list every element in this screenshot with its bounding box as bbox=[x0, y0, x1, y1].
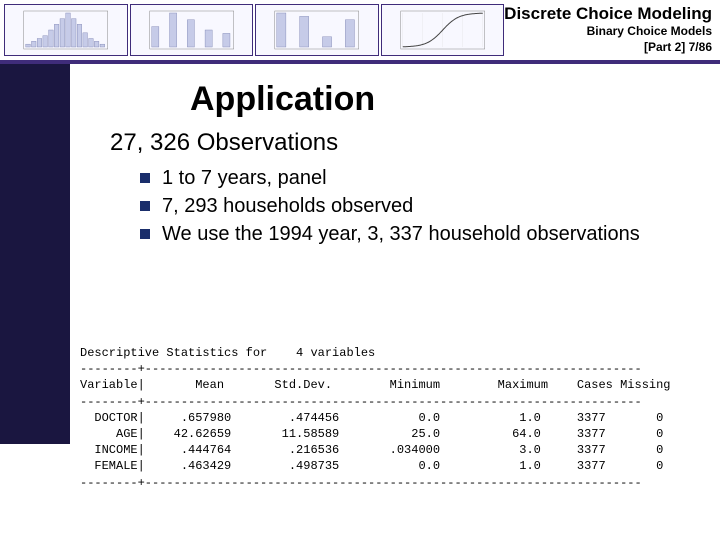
header-title: Discrete Choice Modeling bbox=[504, 4, 712, 24]
header: Discrete Choice Modeling Binary Choice M… bbox=[0, 0, 720, 64]
header-subtitle: Binary Choice Models bbox=[504, 24, 712, 38]
header-text: Discrete Choice Modeling Binary Choice M… bbox=[504, 4, 712, 54]
header-page: [Part 2] 7/86 bbox=[504, 40, 712, 54]
thumb-1 bbox=[4, 4, 128, 56]
left-strip bbox=[0, 64, 70, 444]
thumb-3 bbox=[255, 4, 379, 56]
observations-line: 27, 326 Observations bbox=[110, 129, 700, 157]
bullet-list: 1 to 7 years, panel 7, 293 households ob… bbox=[140, 165, 700, 247]
sigmoid-icon bbox=[382, 5, 504, 55]
thumb-4 bbox=[381, 4, 505, 56]
list-item: We use the 1994 year, 3, 337 household o… bbox=[140, 221, 700, 247]
list-item: 1 to 7 years, panel bbox=[140, 165, 700, 191]
slide: Discrete Choice Modeling Binary Choice M… bbox=[0, 0, 720, 540]
stats-table: Descriptive Statistics for 4 variables -… bbox=[80, 345, 710, 491]
thumb-2 bbox=[130, 4, 254, 56]
list-item: 7, 293 households observed bbox=[140, 193, 700, 219]
bar-chart-icon bbox=[131, 5, 253, 55]
content: Application 27, 326 Observations 1 to 7 … bbox=[80, 70, 700, 249]
page-title: Application bbox=[190, 80, 700, 119]
thumbnail-row bbox=[4, 4, 504, 56]
bar-chart-icon bbox=[5, 5, 127, 55]
bar-chart-icon bbox=[256, 5, 378, 55]
